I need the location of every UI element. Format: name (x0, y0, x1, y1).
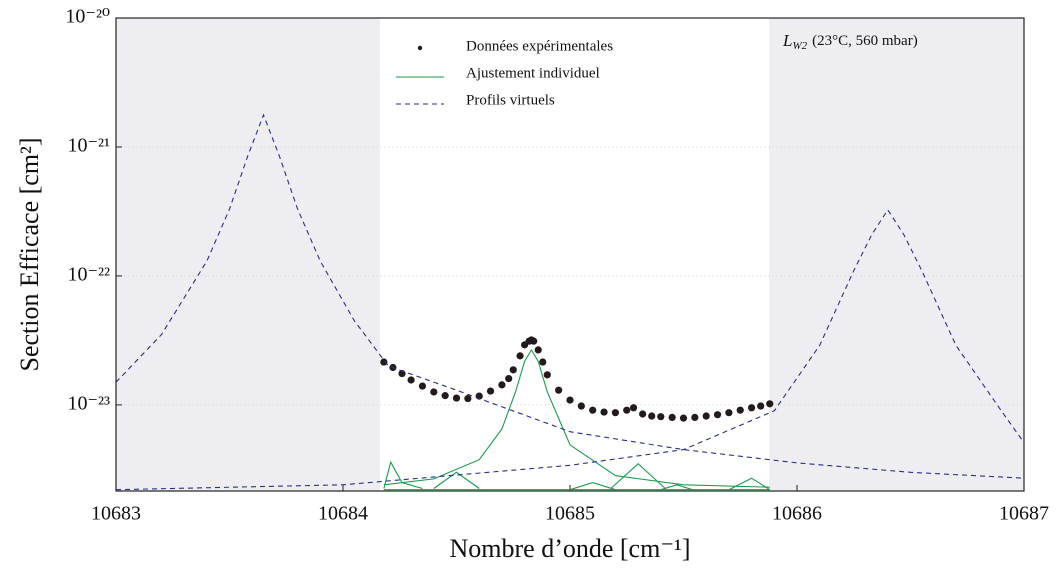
data-point (430, 388, 438, 396)
data-point (623, 406, 631, 414)
data-point (486, 387, 495, 395)
y-tick-label: 10⁻²¹ (67, 135, 110, 157)
data-point (516, 352, 524, 360)
y-tick-label: 10⁻²⁰ (65, 6, 110, 28)
data-point (757, 402, 765, 410)
y-axis-label: Section Efficace [cm²] (15, 138, 44, 372)
x-tick-label: 10683 (91, 503, 141, 525)
x-axis-label: Nombre d’onde [cm⁻¹] (450, 534, 691, 563)
x-tick-label: 10684 (318, 503, 368, 525)
data-point (555, 386, 563, 394)
data-point (577, 402, 585, 410)
annotation: LW2 (23°C, 560 mbar) (782, 31, 918, 52)
data-point (589, 406, 597, 414)
data-point (418, 382, 427, 390)
data-point (441, 392, 449, 400)
data-point (498, 381, 506, 389)
shaded-region (116, 18, 381, 491)
annotation-symbol: L (782, 31, 792, 50)
data-point (407, 376, 415, 384)
fit-line (383, 348, 771, 491)
data-point (679, 414, 688, 422)
legend-marker (417, 45, 423, 51)
data-point (639, 410, 647, 418)
data-point (543, 371, 551, 379)
legend-label: Données expérimentales (466, 38, 613, 54)
data-point (464, 394, 472, 403)
x-tick-label: 10685 (545, 503, 595, 525)
data-point (611, 409, 620, 417)
data-point (748, 404, 756, 412)
data-point (648, 412, 656, 420)
data-point (713, 411, 722, 419)
data-point (629, 404, 638, 412)
legend-label: Ajustement individuel (466, 65, 600, 81)
data-point (530, 337, 538, 345)
data-point (702, 412, 710, 420)
legend-label: Profils virtuels (466, 92, 555, 108)
dashed-line (116, 113, 1024, 491)
shaded-region (769, 18, 1024, 491)
data-point (534, 346, 542, 354)
y-tick-label: 10⁻²² (67, 264, 110, 286)
data-point (766, 400, 774, 408)
data-point (657, 413, 665, 421)
annotation-subscript: W2 (792, 40, 807, 52)
data-point (691, 413, 699, 422)
x-tick-label: 10687 (999, 503, 1049, 525)
annotation-text: (23°C, 560 mbar) (812, 33, 918, 49)
data-point (725, 409, 733, 417)
plot-frame (115, 17, 1025, 492)
data-point (600, 408, 608, 416)
data-point (539, 358, 547, 366)
data-point (668, 413, 676, 422)
x-tick-label: 10686 (772, 503, 822, 525)
data-point (566, 396, 574, 404)
data-point (380, 358, 388, 366)
data-point (452, 394, 461, 402)
data-point (509, 366, 517, 374)
data-point (505, 374, 513, 383)
y-tick-label: 10⁻²³ (67, 392, 110, 414)
data-point (736, 406, 744, 414)
